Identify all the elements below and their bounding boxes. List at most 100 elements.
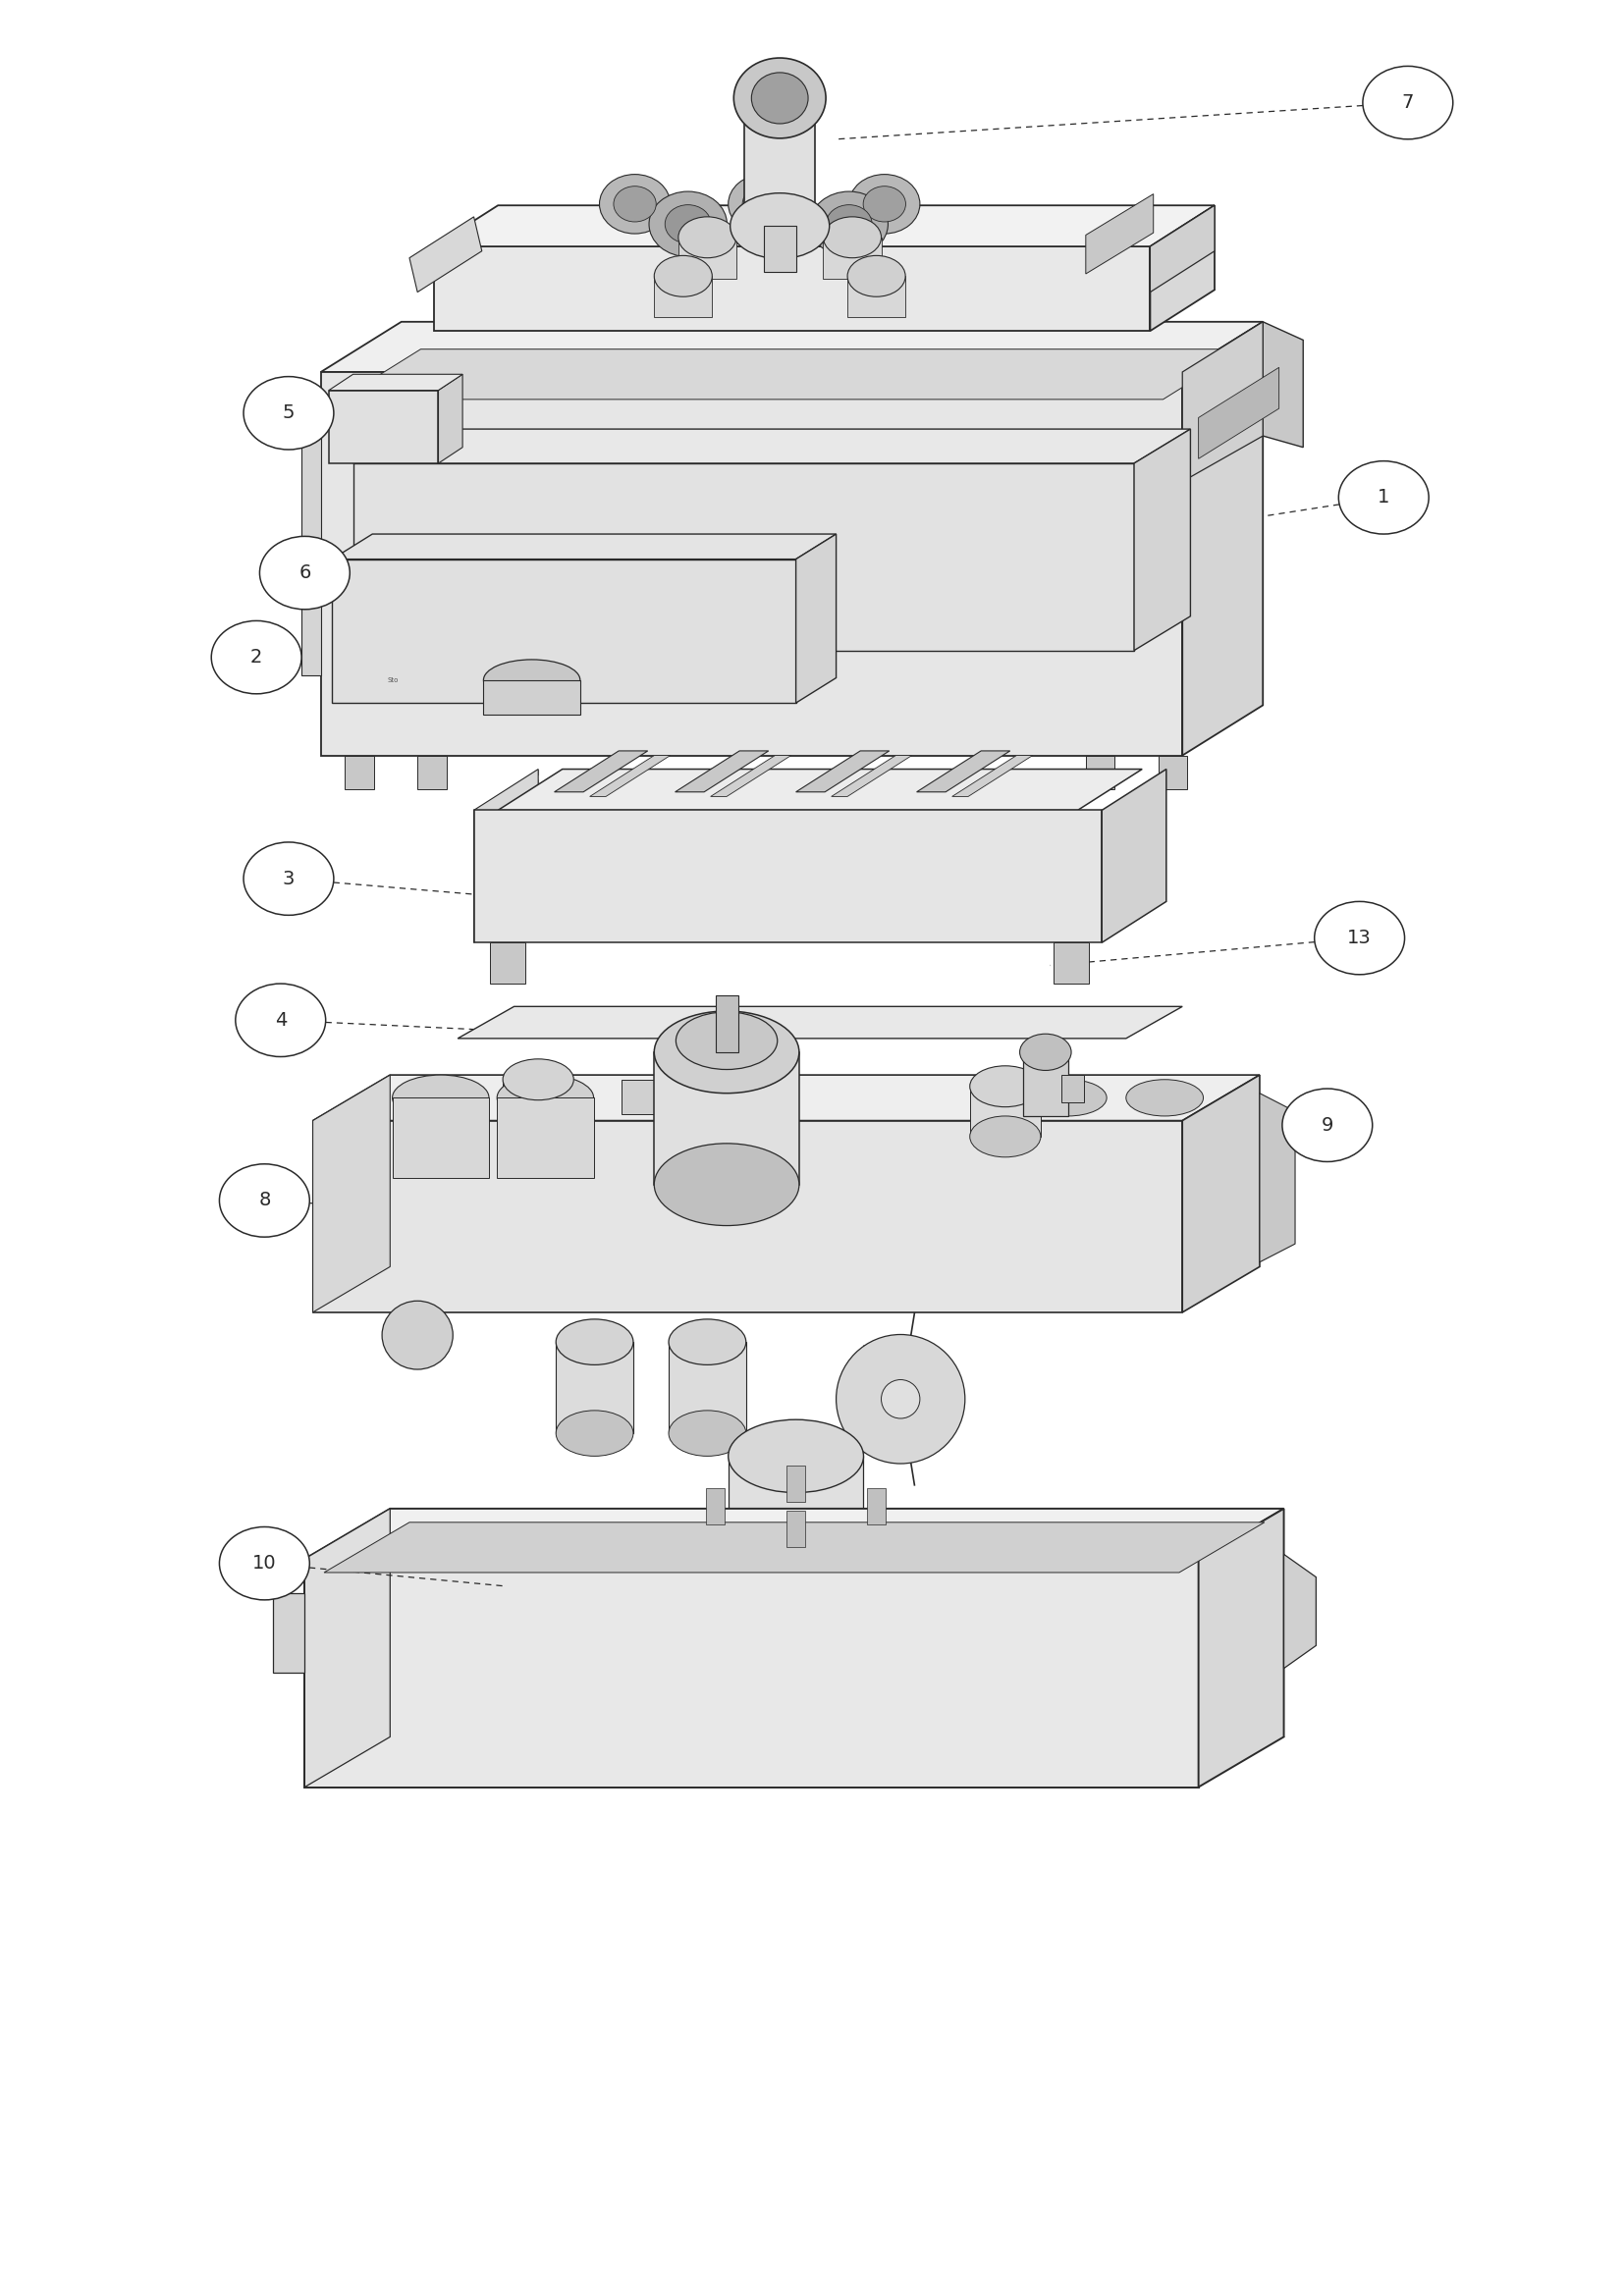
Polygon shape [352, 429, 1190, 464]
Text: 13: 13 [1348, 928, 1372, 948]
Polygon shape [970, 1086, 1041, 1137]
Polygon shape [352, 464, 1134, 650]
Polygon shape [330, 374, 463, 390]
Polygon shape [1101, 769, 1166, 944]
Polygon shape [744, 99, 815, 225]
Polygon shape [499, 769, 1142, 810]
Ellipse shape [1338, 461, 1429, 535]
Ellipse shape [219, 1527, 310, 1600]
Polygon shape [554, 751, 648, 792]
Polygon shape [1134, 429, 1190, 650]
Polygon shape [438, 374, 463, 464]
Text: 2: 2 [250, 647, 263, 666]
Polygon shape [711, 755, 791, 797]
Ellipse shape [599, 174, 671, 234]
Ellipse shape [752, 73, 809, 124]
Ellipse shape [1363, 67, 1453, 140]
Ellipse shape [1314, 902, 1405, 974]
Ellipse shape [654, 255, 713, 296]
Ellipse shape [211, 620, 302, 693]
Ellipse shape [1125, 1079, 1203, 1116]
Polygon shape [484, 680, 580, 714]
Ellipse shape [734, 57, 827, 138]
Polygon shape [1023, 1052, 1069, 1116]
Polygon shape [1054, 944, 1090, 983]
Polygon shape [497, 1097, 594, 1178]
Polygon shape [706, 1488, 724, 1525]
Polygon shape [325, 1522, 1265, 1573]
Ellipse shape [497, 1075, 594, 1120]
Ellipse shape [503, 1109, 573, 1150]
Polygon shape [1199, 367, 1280, 459]
Polygon shape [555, 1341, 633, 1433]
Polygon shape [322, 321, 1263, 372]
Polygon shape [848, 276, 906, 317]
Polygon shape [1086, 193, 1153, 273]
Ellipse shape [382, 1302, 453, 1368]
Polygon shape [786, 1511, 806, 1548]
Polygon shape [1150, 204, 1215, 331]
Ellipse shape [1020, 1033, 1072, 1070]
Polygon shape [1285, 1554, 1315, 1669]
Polygon shape [679, 236, 736, 278]
Ellipse shape [260, 537, 349, 608]
Text: 5: 5 [283, 404, 296, 422]
Polygon shape [393, 1097, 489, 1178]
Polygon shape [305, 1508, 1285, 1559]
Ellipse shape [503, 1058, 573, 1100]
Polygon shape [590, 755, 671, 797]
Ellipse shape [555, 1410, 633, 1456]
Ellipse shape [654, 1010, 799, 1093]
Ellipse shape [654, 1143, 799, 1226]
Ellipse shape [244, 377, 333, 450]
Ellipse shape [614, 186, 656, 223]
Polygon shape [716, 994, 737, 1052]
Polygon shape [676, 751, 768, 792]
Ellipse shape [235, 983, 326, 1056]
Text: 9: 9 [1322, 1116, 1333, 1134]
Ellipse shape [823, 216, 882, 257]
Ellipse shape [970, 1065, 1041, 1107]
Polygon shape [313, 1120, 1182, 1313]
Polygon shape [1182, 321, 1263, 482]
Ellipse shape [393, 1075, 489, 1120]
Polygon shape [434, 204, 1215, 246]
Polygon shape [1260, 1093, 1294, 1263]
Polygon shape [1086, 755, 1114, 790]
Polygon shape [1263, 321, 1302, 448]
Ellipse shape [484, 659, 580, 700]
Polygon shape [622, 1079, 664, 1114]
Text: 4: 4 [274, 1010, 287, 1029]
Polygon shape [344, 755, 374, 790]
Ellipse shape [650, 191, 728, 257]
Ellipse shape [244, 843, 333, 916]
Polygon shape [916, 751, 1010, 792]
Polygon shape [503, 1079, 573, 1130]
Polygon shape [823, 236, 882, 278]
Polygon shape [796, 535, 836, 703]
Text: 7: 7 [1402, 94, 1415, 113]
Ellipse shape [676, 1013, 778, 1070]
Polygon shape [1150, 204, 1215, 292]
Circle shape [882, 1380, 919, 1419]
Ellipse shape [728, 1419, 864, 1492]
Circle shape [836, 1334, 965, 1463]
Polygon shape [474, 769, 538, 944]
Polygon shape [952, 755, 1033, 797]
Text: 3: 3 [283, 870, 294, 889]
Ellipse shape [827, 204, 872, 243]
Ellipse shape [864, 186, 906, 223]
Polygon shape [330, 390, 438, 464]
Polygon shape [796, 751, 890, 792]
Polygon shape [1182, 321, 1263, 755]
Polygon shape [728, 1456, 864, 1552]
Polygon shape [302, 406, 322, 675]
Polygon shape [333, 560, 796, 703]
Ellipse shape [731, 193, 830, 259]
Ellipse shape [848, 255, 906, 296]
Polygon shape [474, 810, 1101, 944]
Text: 10: 10 [252, 1554, 276, 1573]
Polygon shape [763, 225, 796, 271]
Ellipse shape [669, 1410, 745, 1456]
Ellipse shape [664, 204, 711, 243]
